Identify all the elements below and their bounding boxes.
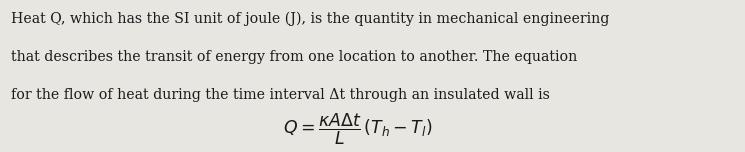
Text: $Q = \dfrac{\kappa A \Delta t}{L}\,(T_h - T_l)$: $Q = \dfrac{\kappa A \Delta t}{L}\,(T_h … bbox=[284, 111, 433, 147]
Text: that describes the transit of energy from one location to another. The equation: that describes the transit of energy fro… bbox=[10, 50, 577, 64]
Text: Heat Q, which has the SI unit of joule (J), is the quantity in mechanical engine: Heat Q, which has the SI unit of joule (… bbox=[10, 12, 609, 26]
Text: for the flow of heat during the time interval Δt through an insulated wall is: for the flow of heat during the time int… bbox=[10, 88, 550, 102]
